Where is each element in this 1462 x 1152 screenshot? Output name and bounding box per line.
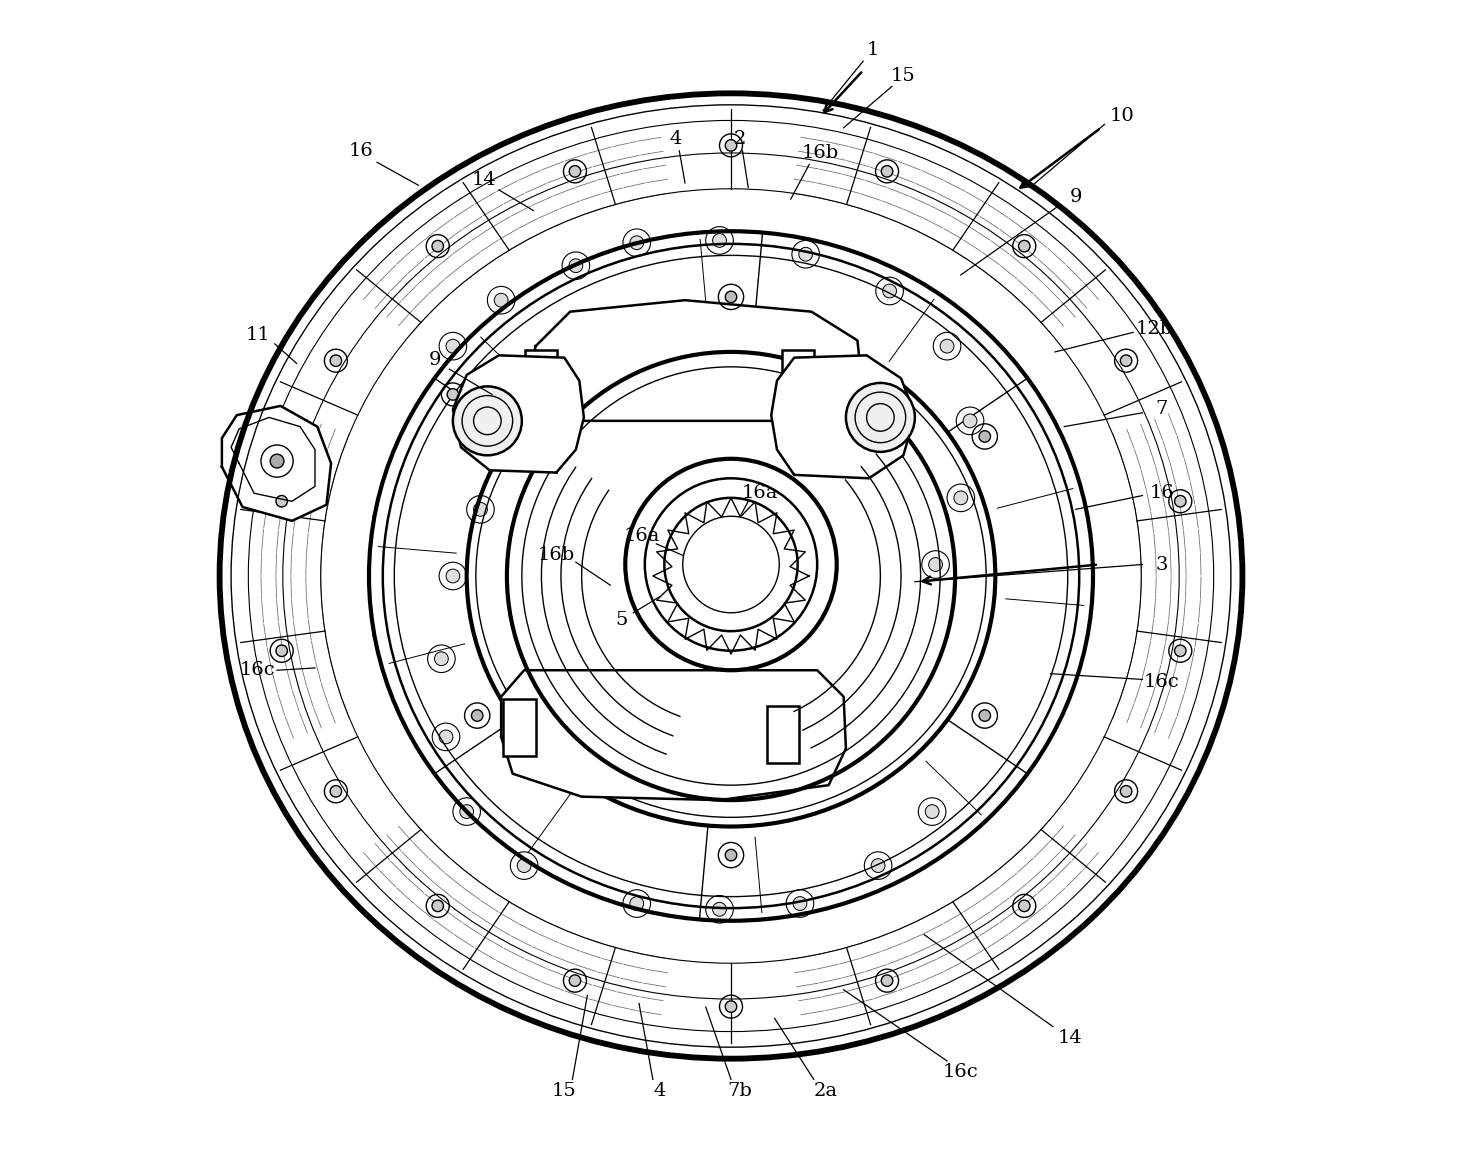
Circle shape [725,849,737,861]
Text: 16a: 16a [741,484,778,502]
Circle shape [980,710,991,721]
Text: 14: 14 [1057,1029,1082,1047]
Text: 5: 5 [616,611,629,629]
Circle shape [431,241,443,252]
Circle shape [276,495,288,507]
Circle shape [792,896,807,910]
Text: 14: 14 [472,170,496,189]
Circle shape [447,388,459,400]
Text: 9: 9 [1070,188,1082,206]
Bar [782,349,814,407]
Circle shape [474,502,487,516]
Bar [503,699,535,757]
Circle shape [725,139,737,151]
Polygon shape [222,406,330,521]
Text: 4: 4 [670,130,683,149]
Polygon shape [772,355,915,478]
Circle shape [953,491,968,505]
Circle shape [963,414,977,427]
Circle shape [883,285,896,298]
Circle shape [330,786,342,797]
Circle shape [871,858,885,872]
Circle shape [882,975,893,986]
Circle shape [453,386,522,455]
Circle shape [1019,241,1031,252]
Circle shape [471,710,482,721]
Circle shape [630,896,643,910]
Circle shape [494,294,509,308]
Circle shape [712,234,727,248]
Text: 16: 16 [348,142,373,160]
Text: 16c: 16c [943,1063,978,1082]
Text: 7: 7 [1156,401,1168,418]
Text: 1: 1 [866,40,879,59]
Circle shape [446,339,459,353]
Circle shape [725,291,737,303]
Circle shape [1120,786,1132,797]
Text: 16b: 16b [803,144,839,162]
Polygon shape [501,670,846,801]
Text: 16c: 16c [240,661,275,680]
Text: 12b: 12b [1136,320,1173,338]
Circle shape [431,900,443,911]
Circle shape [569,259,583,273]
Polygon shape [525,301,863,420]
Text: 15: 15 [890,67,915,85]
Text: 2: 2 [734,130,747,149]
Bar [766,706,798,764]
Text: 3: 3 [1155,555,1168,574]
Circle shape [846,382,915,452]
Circle shape [1174,495,1186,507]
Circle shape [434,652,449,666]
Text: 7b: 7b [728,1082,753,1100]
Text: 15: 15 [553,1082,576,1100]
Circle shape [276,645,288,657]
Text: 10: 10 [1110,107,1135,126]
Circle shape [270,454,284,468]
Circle shape [712,902,727,916]
Circle shape [1019,900,1031,911]
Circle shape [459,805,474,818]
Polygon shape [453,355,583,472]
Circle shape [1120,355,1132,366]
Text: 2a: 2a [813,1082,838,1100]
Circle shape [330,355,342,366]
Circle shape [518,858,531,872]
Circle shape [1174,645,1186,657]
Circle shape [980,431,991,442]
Circle shape [940,339,953,353]
Circle shape [569,975,580,986]
Text: 11: 11 [246,326,270,343]
Circle shape [446,569,459,583]
Text: 16b: 16b [538,546,575,564]
Circle shape [630,236,643,250]
Text: 16: 16 [1149,484,1174,502]
Circle shape [925,805,939,818]
Ellipse shape [219,93,1243,1059]
Circle shape [569,166,580,177]
Circle shape [928,558,943,571]
Text: 9: 9 [428,351,440,369]
Circle shape [798,248,813,262]
Text: 4: 4 [654,1082,665,1100]
Bar [525,349,557,407]
Text: 16a: 16a [623,526,659,545]
Circle shape [725,1001,737,1013]
Text: 16c: 16c [1145,673,1180,691]
Circle shape [471,431,482,442]
Circle shape [439,730,453,744]
Circle shape [882,166,893,177]
